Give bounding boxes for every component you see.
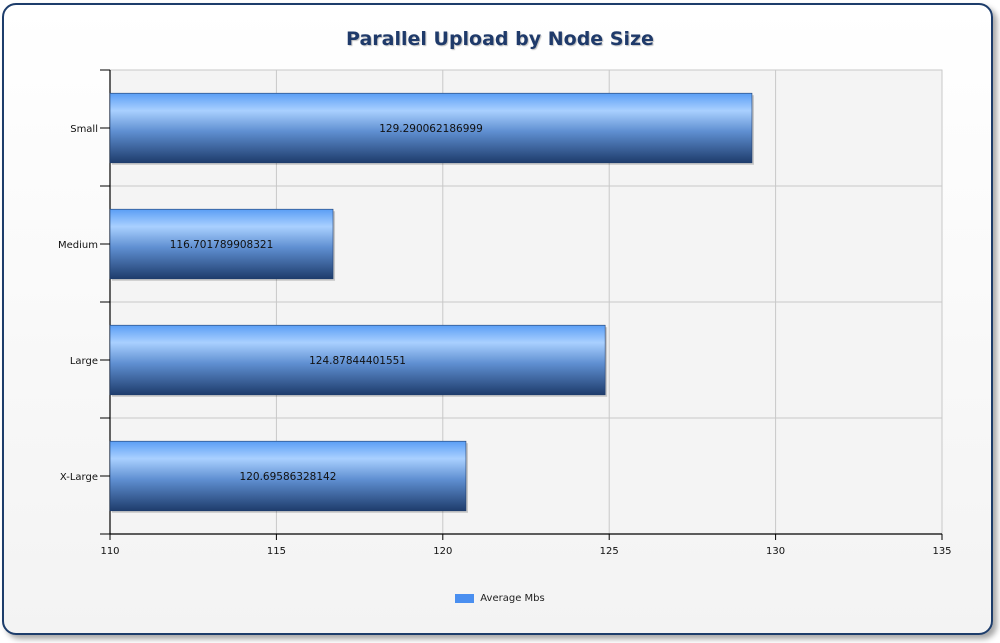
bar-data-label: 129.290062186999 [379,123,483,135]
x-tick-label: 110 [100,546,119,557]
x-tick-label: 135 [932,546,951,557]
legend-swatch [455,594,475,603]
x-tick-label: 120 [433,546,452,557]
chart-title: Parallel Upload by Node Size [346,28,654,50]
bar [109,92,753,164]
bar [109,324,606,396]
chart-legend: Average Mbs [0,593,1000,604]
bar-data-label: 120.69586328142 [240,471,337,483]
x-tick-label: 125 [600,546,619,557]
bar-data-label: 116.701789908321 [170,239,274,251]
y-tick-label: Small [70,124,98,135]
bar [109,440,467,512]
bar [109,208,334,280]
x-tick-label: 130 [766,546,785,557]
legend-label: Average Mbs [480,593,545,604]
y-tick-label: Large [70,356,98,367]
y-tick-label: X-Large [60,472,98,483]
y-tick-label: Medium [58,240,98,251]
bar-data-label: 124.87844401551 [309,355,406,367]
x-tick-label: 115 [267,546,286,557]
